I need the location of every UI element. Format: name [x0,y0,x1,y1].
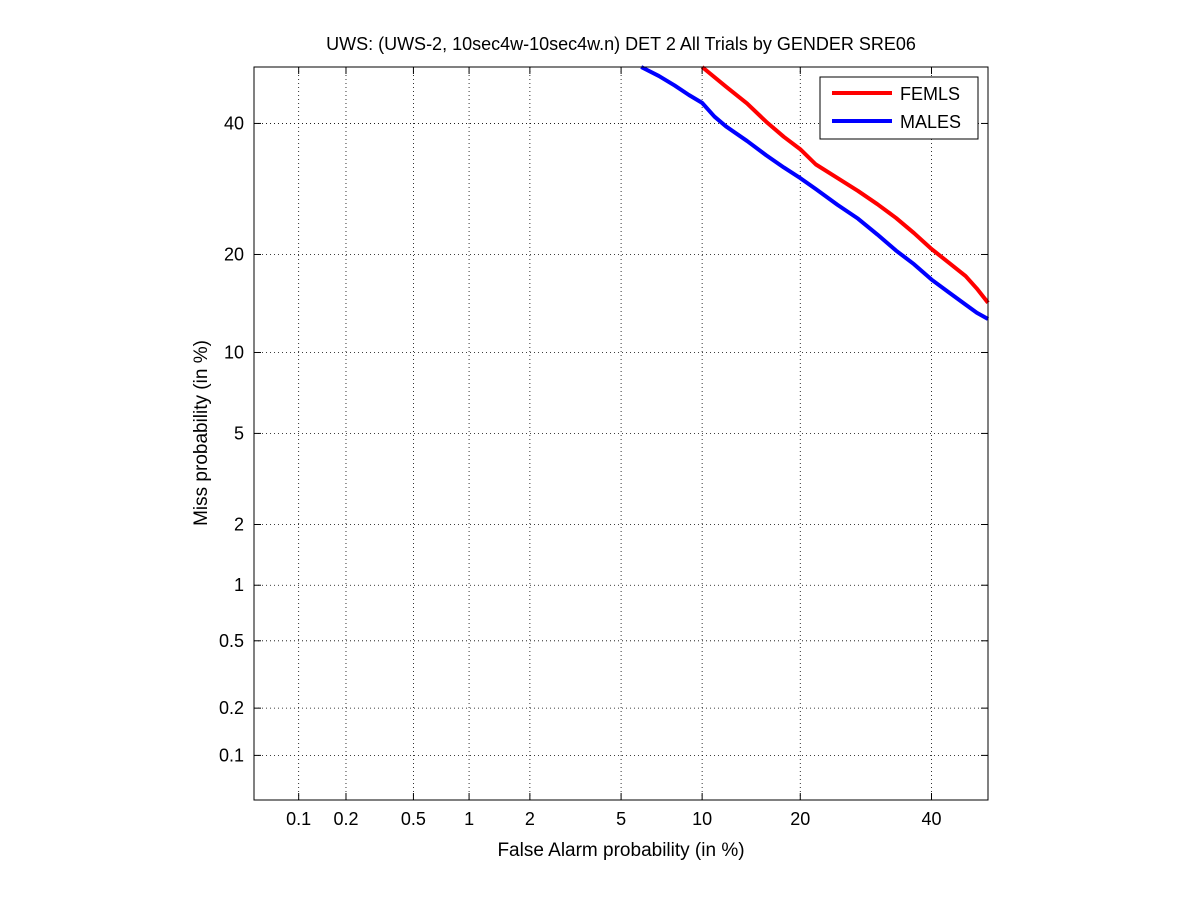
y-tick-label: 10 [224,342,244,362]
x-axis-label: False Alarm probability (in %) [497,840,744,861]
y-tick-label: 2 [234,514,244,534]
series-line-femls [700,65,990,304]
x-tick-label: 40 [921,809,941,829]
x-tick-label: 0.2 [333,809,358,829]
y-tick-label: 40 [224,113,244,133]
y-tick-label: 20 [224,244,244,264]
y-tick-label: 0.2 [219,698,244,718]
series-line-males [640,65,989,321]
y-axis-label: Miss probability (in %) [191,340,212,526]
series-lines [640,65,990,321]
legend-entry-femls: FEMLS [900,84,960,104]
chart-title: UWS: (UWS-2, 10sec4w-10sec4w.n) DET 2 Al… [326,34,916,54]
y-tick-label: 1 [234,575,244,595]
y-tick-label: 5 [234,423,244,443]
x-tick-label: 0.5 [401,809,426,829]
y-tick-label: 0.5 [219,631,244,651]
x-tick-label: 5 [616,809,626,829]
x-tick-label: 2 [525,809,535,829]
legend-box [819,76,979,140]
x-tick-label: 10 [692,809,712,829]
y-tick-label: 0.1 [219,745,244,765]
legend-entry-males: MALES [900,112,961,132]
x-tick-labels: 0.1 0.2 0.5 1 2 5 10 20 40 [286,809,941,829]
y-tick-labels: 0.1 0.2 0.5 1 2 5 10 20 40 [219,113,244,765]
x-tick-label: 20 [790,809,810,829]
x-tick-label: 1 [464,809,474,829]
legend: FEMLS MALES [819,76,979,140]
tick-marks [254,67,988,800]
x-tick-label: 0.1 [286,809,311,829]
